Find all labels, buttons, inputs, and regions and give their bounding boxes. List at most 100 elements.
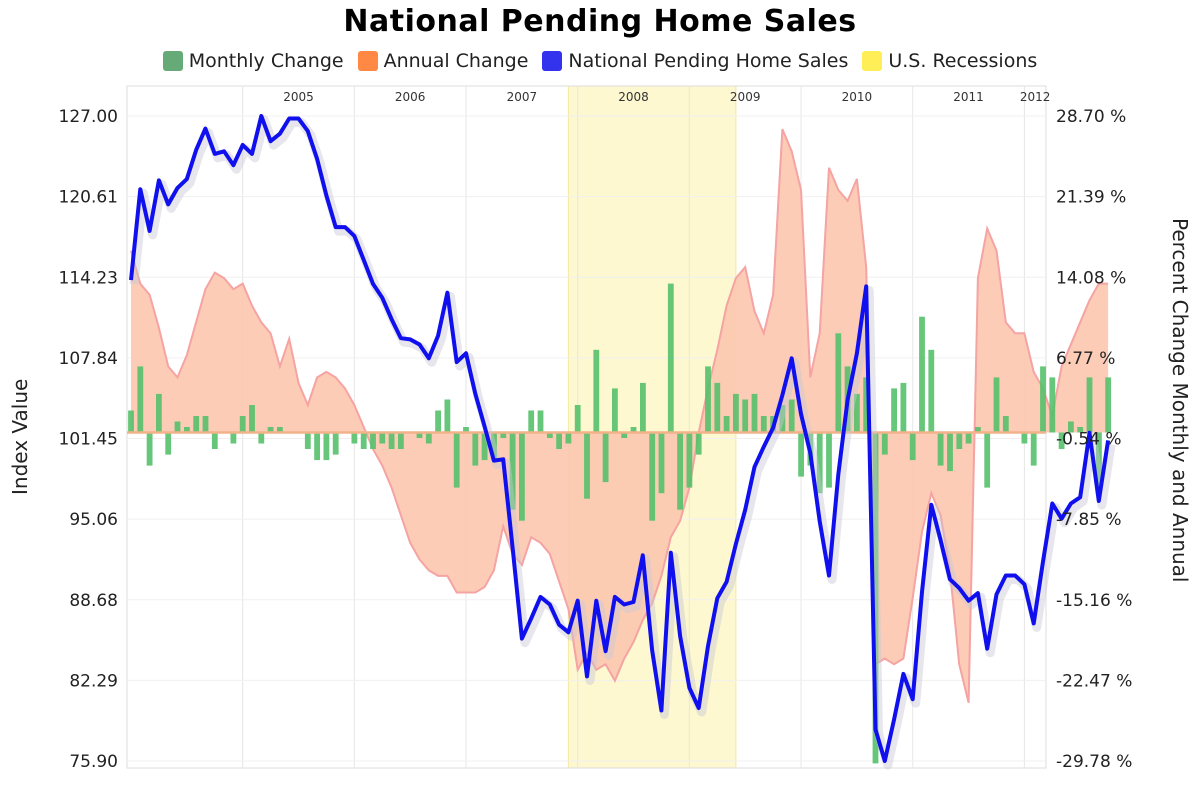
monthly-change-bar[interactable] <box>314 432 320 461</box>
monthly-change-bar[interactable] <box>472 432 479 466</box>
monthly-change-bar[interactable] <box>1040 366 1046 433</box>
monthly-change-bar[interactable] <box>742 399 749 433</box>
monthly-change-bar[interactable] <box>481 432 488 461</box>
monthly-change-bar[interactable] <box>788 399 795 433</box>
monthly-change-bar[interactable] <box>156 393 162 433</box>
monthly-change-bar[interactable] <box>128 410 134 433</box>
monthly-change-bar[interactable] <box>565 432 572 444</box>
monthly-change-bar[interactable] <box>900 382 907 433</box>
monthly-change-bar[interactable] <box>332 432 339 455</box>
monthly-change-bar[interactable] <box>509 432 516 510</box>
monthly-change-bar[interactable] <box>239 416 246 433</box>
monthly-change-bar[interactable] <box>723 416 730 433</box>
monthly-change-bar[interactable] <box>695 432 702 455</box>
monthly-change-bar[interactable] <box>193 416 200 433</box>
monthly-change-bar[interactable] <box>1086 377 1093 433</box>
monthly-change-bar[interactable] <box>937 432 944 466</box>
monthly-change-bar[interactable] <box>351 432 358 444</box>
index-line[interactable] <box>129 114 1111 763</box>
monthly-change-bar[interactable] <box>1077 427 1084 433</box>
monthly-change-bar[interactable] <box>277 427 283 433</box>
monthly-change-bar[interactable] <box>370 432 376 450</box>
monthly-change-bar[interactable] <box>1049 377 1056 433</box>
monthly-change-bar[interactable] <box>258 432 265 444</box>
monthly-change-bar[interactable] <box>630 427 637 433</box>
monthly-change-bar[interactable] <box>733 393 739 433</box>
monthly-change-bar[interactable] <box>444 399 451 433</box>
monthly-change-bar[interactable] <box>891 388 897 433</box>
monthly-change-bar[interactable] <box>146 432 153 466</box>
monthly-change-bar[interactable] <box>714 382 721 433</box>
legend-item-monthly-change[interactable]: Monthly Change <box>162 50 344 72</box>
monthly-change-bar[interactable] <box>304 432 311 450</box>
monthly-change-bar[interactable] <box>519 432 525 521</box>
monthly-change-bar[interactable] <box>779 405 786 433</box>
monthly-change-bar[interactable] <box>323 432 330 461</box>
monthly-change-bar[interactable] <box>602 432 609 483</box>
monthly-change-bar[interactable] <box>984 432 991 488</box>
monthly-change-bar[interactable] <box>360 432 367 450</box>
monthly-change-bar[interactable] <box>398 432 404 450</box>
monthly-change-bar[interactable] <box>649 432 656 521</box>
monthly-change-bar[interactable] <box>751 393 758 433</box>
monthly-change-bar[interactable] <box>249 405 255 433</box>
monthly-change-bar[interactable] <box>975 427 981 433</box>
legend-item-pending-home-sales[interactable]: National Pending Home Sales <box>542 50 848 72</box>
monthly-change-bar[interactable] <box>621 432 628 439</box>
monthly-change-bar[interactable] <box>174 421 181 433</box>
monthly-change-bar[interactable] <box>211 432 218 450</box>
monthly-change-bar[interactable] <box>919 316 925 433</box>
monthly-change-bar[interactable] <box>667 283 674 433</box>
monthly-change-bar[interactable] <box>826 432 832 488</box>
monthly-change-bar[interactable] <box>556 432 562 450</box>
monthly-change-bar[interactable] <box>1105 377 1112 433</box>
monthly-change-bar[interactable] <box>416 432 423 439</box>
monthly-change-bar[interactable] <box>379 432 386 444</box>
monthly-change-bar[interactable] <box>677 432 683 510</box>
monthly-change-bar[interactable] <box>909 432 916 461</box>
monthly-change-bar[interactable] <box>835 333 842 433</box>
monthly-change-bar[interactable] <box>202 416 209 433</box>
monthly-change-bar[interactable] <box>546 432 553 439</box>
legend-item-us-recessions[interactable]: U.S. Recessions <box>862 50 1037 72</box>
monthly-change-bar[interactable] <box>965 432 972 444</box>
monthly-change-bar[interactable] <box>612 388 618 433</box>
monthly-change-bar[interactable] <box>165 432 172 455</box>
monthly-change-bar[interactable] <box>1058 432 1065 450</box>
monthly-change-bar[interactable] <box>686 432 693 488</box>
monthly-change-bar[interactable] <box>528 410 535 433</box>
monthly-change-bar[interactable] <box>537 410 544 433</box>
monthly-change-bar[interactable] <box>453 432 460 488</box>
monthly-change-bar[interactable] <box>593 349 600 433</box>
monthly-change-bar[interactable] <box>137 366 144 433</box>
monthly-change-bar[interactable] <box>574 405 581 433</box>
monthly-change-bar[interactable] <box>1021 432 1028 444</box>
monthly-change-bar[interactable] <box>267 427 274 433</box>
monthly-change-bar[interactable] <box>500 432 507 439</box>
monthly-change-bar[interactable] <box>463 427 469 433</box>
monthly-change-bar[interactable] <box>230 432 237 444</box>
monthly-change-bar[interactable] <box>816 432 823 494</box>
monthly-change-bar[interactable] <box>947 432 953 472</box>
monthly-change-bar[interactable] <box>760 416 767 433</box>
monthly-change-bar[interactable] <box>1002 416 1009 433</box>
monthly-change-bar[interactable] <box>705 366 711 433</box>
monthly-change-bar[interactable] <box>435 410 441 433</box>
monthly-change-bar[interactable] <box>872 432 879 764</box>
monthly-change-bar[interactable] <box>640 382 646 433</box>
monthly-change-bar[interactable] <box>993 377 1000 433</box>
monthly-change-bar[interactable] <box>584 432 590 499</box>
monthly-change-bar[interactable] <box>425 432 432 444</box>
monthly-change-bar[interactable] <box>956 432 963 450</box>
monthly-change-bar[interactable] <box>881 432 888 455</box>
monthly-change-bar[interactable] <box>491 432 497 461</box>
legend-item-annual-change[interactable]: Annual Change <box>357 50 528 72</box>
monthly-change-bar[interactable] <box>854 393 860 433</box>
monthly-change-bar[interactable] <box>184 427 190 433</box>
monthly-change-bar[interactable] <box>928 349 935 433</box>
monthly-change-bar[interactable] <box>863 377 870 433</box>
monthly-change-bar[interactable] <box>658 432 665 494</box>
monthly-change-bar[interactable] <box>388 432 395 450</box>
monthly-change-bar[interactable] <box>798 432 804 477</box>
monthly-change-bar[interactable] <box>1030 432 1037 466</box>
